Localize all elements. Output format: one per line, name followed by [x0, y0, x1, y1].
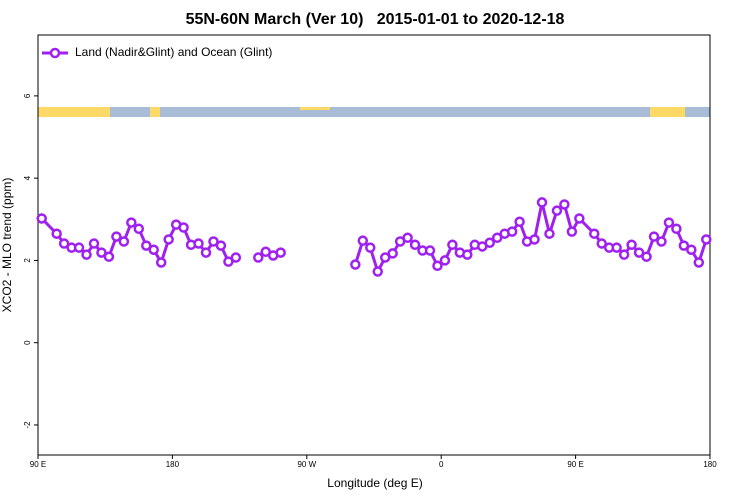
data-point: [544, 228, 555, 239]
data-point: [103, 251, 115, 262]
x-tick-label: 90 E: [567, 460, 583, 469]
data-point: [663, 217, 675, 228]
x-tick-label: 0: [439, 460, 444, 469]
legend-marker: [49, 47, 61, 59]
y-tick-label: 6: [23, 93, 32, 98]
data-point: [36, 213, 47, 224]
data-point: [491, 232, 503, 244]
data-point: [118, 236, 130, 247]
plot-frame: [37, 34, 711, 456]
chart-title: 55N-60N March (Ver 10) 2015-01-01 to 202…: [186, 11, 565, 28]
data-point: [350, 259, 361, 270]
data-point: [81, 249, 92, 260]
data-point: [148, 244, 159, 255]
y-axis-label: XCO2 - MLO trend (ppm): [0, 178, 14, 313]
data-point: [365, 242, 376, 253]
data-point: [163, 234, 174, 245]
data-point: [215, 240, 227, 251]
data-point: [559, 199, 570, 210]
data-point: [409, 239, 421, 251]
data-point: [126, 217, 137, 228]
data-point: [439, 255, 451, 266]
data-point: [73, 242, 85, 253]
data-point: [155, 257, 167, 268]
y-tick-label: -2: [23, 421, 32, 429]
data-point: [656, 236, 667, 247]
data-point: [693, 257, 705, 268]
x-tick-label: 180: [166, 460, 180, 469]
data-point: [671, 223, 682, 235]
x-tick-label: 90 E: [30, 460, 46, 469]
data-point: [462, 249, 473, 260]
data-point: [641, 251, 652, 262]
data-point: [88, 238, 100, 249]
x-tick-label: 180: [703, 460, 717, 469]
y-tick-label: 4: [23, 175, 32, 180]
data-point: [208, 236, 219, 247]
data-point: [111, 231, 122, 242]
y-tick-label: 0: [23, 340, 32, 345]
data-point: [566, 226, 578, 237]
data-point: [678, 240, 690, 251]
data-point: [253, 252, 264, 263]
data-point: [58, 238, 70, 249]
data-point: [200, 247, 212, 258]
data-point: [133, 223, 145, 235]
data-point: [611, 242, 622, 253]
data-point: [484, 237, 495, 248]
data-point: [223, 256, 234, 267]
series-line: [40, 201, 708, 276]
data-point: [536, 197, 548, 208]
data-point: [514, 216, 525, 228]
data-point: [230, 252, 242, 263]
data-point: [402, 232, 413, 244]
map-strip: [38, 107, 710, 117]
data-point: [633, 247, 645, 258]
x-axis-label: Longitude (deg E): [327, 476, 422, 490]
data-point: [141, 240, 152, 251]
data-point: [447, 239, 458, 251]
data-point: [589, 228, 600, 239]
data-point: [686, 244, 697, 255]
data-point: [529, 234, 540, 245]
data-point: [648, 231, 660, 242]
data-point: [178, 222, 189, 233]
y-tick-label: 2: [23, 258, 32, 263]
data-point: [387, 248, 398, 259]
legend-label: Land (Nadir&Glint) and Ocean (Glint): [75, 45, 272, 59]
data-point: [506, 226, 518, 237]
data-point: [51, 228, 62, 239]
data-point: [96, 247, 107, 258]
data-point: [701, 234, 712, 245]
data-point: [574, 213, 585, 224]
x-tick-label: 90 W: [297, 460, 316, 469]
data-point: [626, 239, 637, 251]
data-point: [372, 266, 383, 277]
data-point: [357, 235, 369, 246]
data-point: [275, 247, 286, 258]
data-point: [424, 245, 436, 256]
data-point: [551, 205, 563, 216]
data-point: [432, 260, 443, 272]
data-point: [193, 238, 204, 249]
data-point: [596, 238, 607, 249]
data-point: [618, 249, 630, 260]
data-point: [379, 252, 391, 263]
